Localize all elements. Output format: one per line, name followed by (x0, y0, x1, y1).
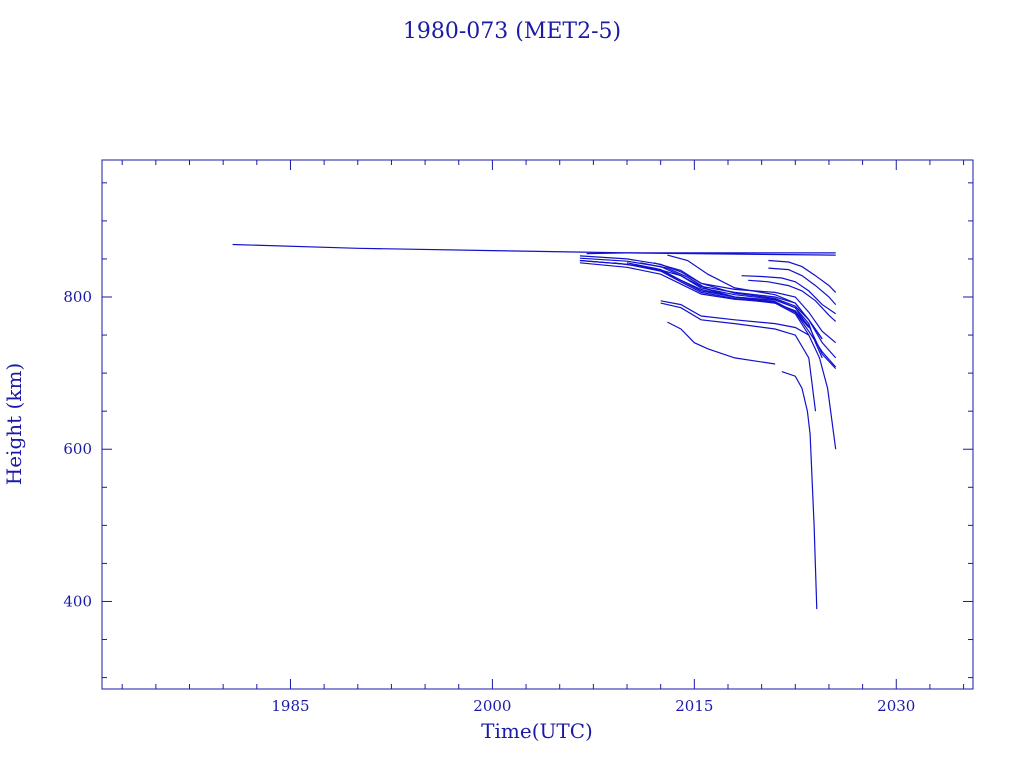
series-line-1 (232, 243, 836, 256)
x-tick-label: 2000 (473, 697, 511, 715)
series-line-12 (579, 259, 837, 370)
series-line-3 (579, 255, 837, 344)
series-line-16 (781, 371, 818, 610)
y-tick-label: 800 (63, 288, 92, 306)
series-line-20 (768, 267, 837, 305)
series-line-9 (640, 262, 810, 336)
y-axis-label: Height (km) (2, 363, 26, 485)
x-tick-label: 2030 (877, 697, 915, 715)
chart-title: 1980-073 (MET2-5) (403, 19, 621, 44)
x-tick-labels: 1985 2000 2015 2030 (271, 697, 915, 715)
series-line-17 (741, 275, 837, 315)
series-line-15 (667, 321, 776, 365)
y-tick-label: 400 (63, 592, 92, 610)
series-line-10 (653, 262, 837, 359)
series-group (232, 243, 837, 610)
x-tick-label: 2015 (675, 697, 713, 715)
axis-ticks (102, 160, 973, 689)
series-line-14 (660, 302, 817, 412)
x-axis-label: Time(UTC) (481, 719, 593, 743)
series-line-19 (768, 259, 837, 293)
series-line-13 (660, 300, 837, 450)
series-line-8 (626, 262, 810, 328)
plot-frame (101, 159, 974, 690)
y-tick-labels: 400 600 800 (63, 288, 92, 610)
series-line-18 (748, 279, 837, 322)
y-tick-label: 600 (63, 440, 92, 458)
series-line-2 (586, 252, 836, 255)
x-tick-label: 1985 (271, 697, 309, 715)
series-line-11 (667, 254, 823, 340)
